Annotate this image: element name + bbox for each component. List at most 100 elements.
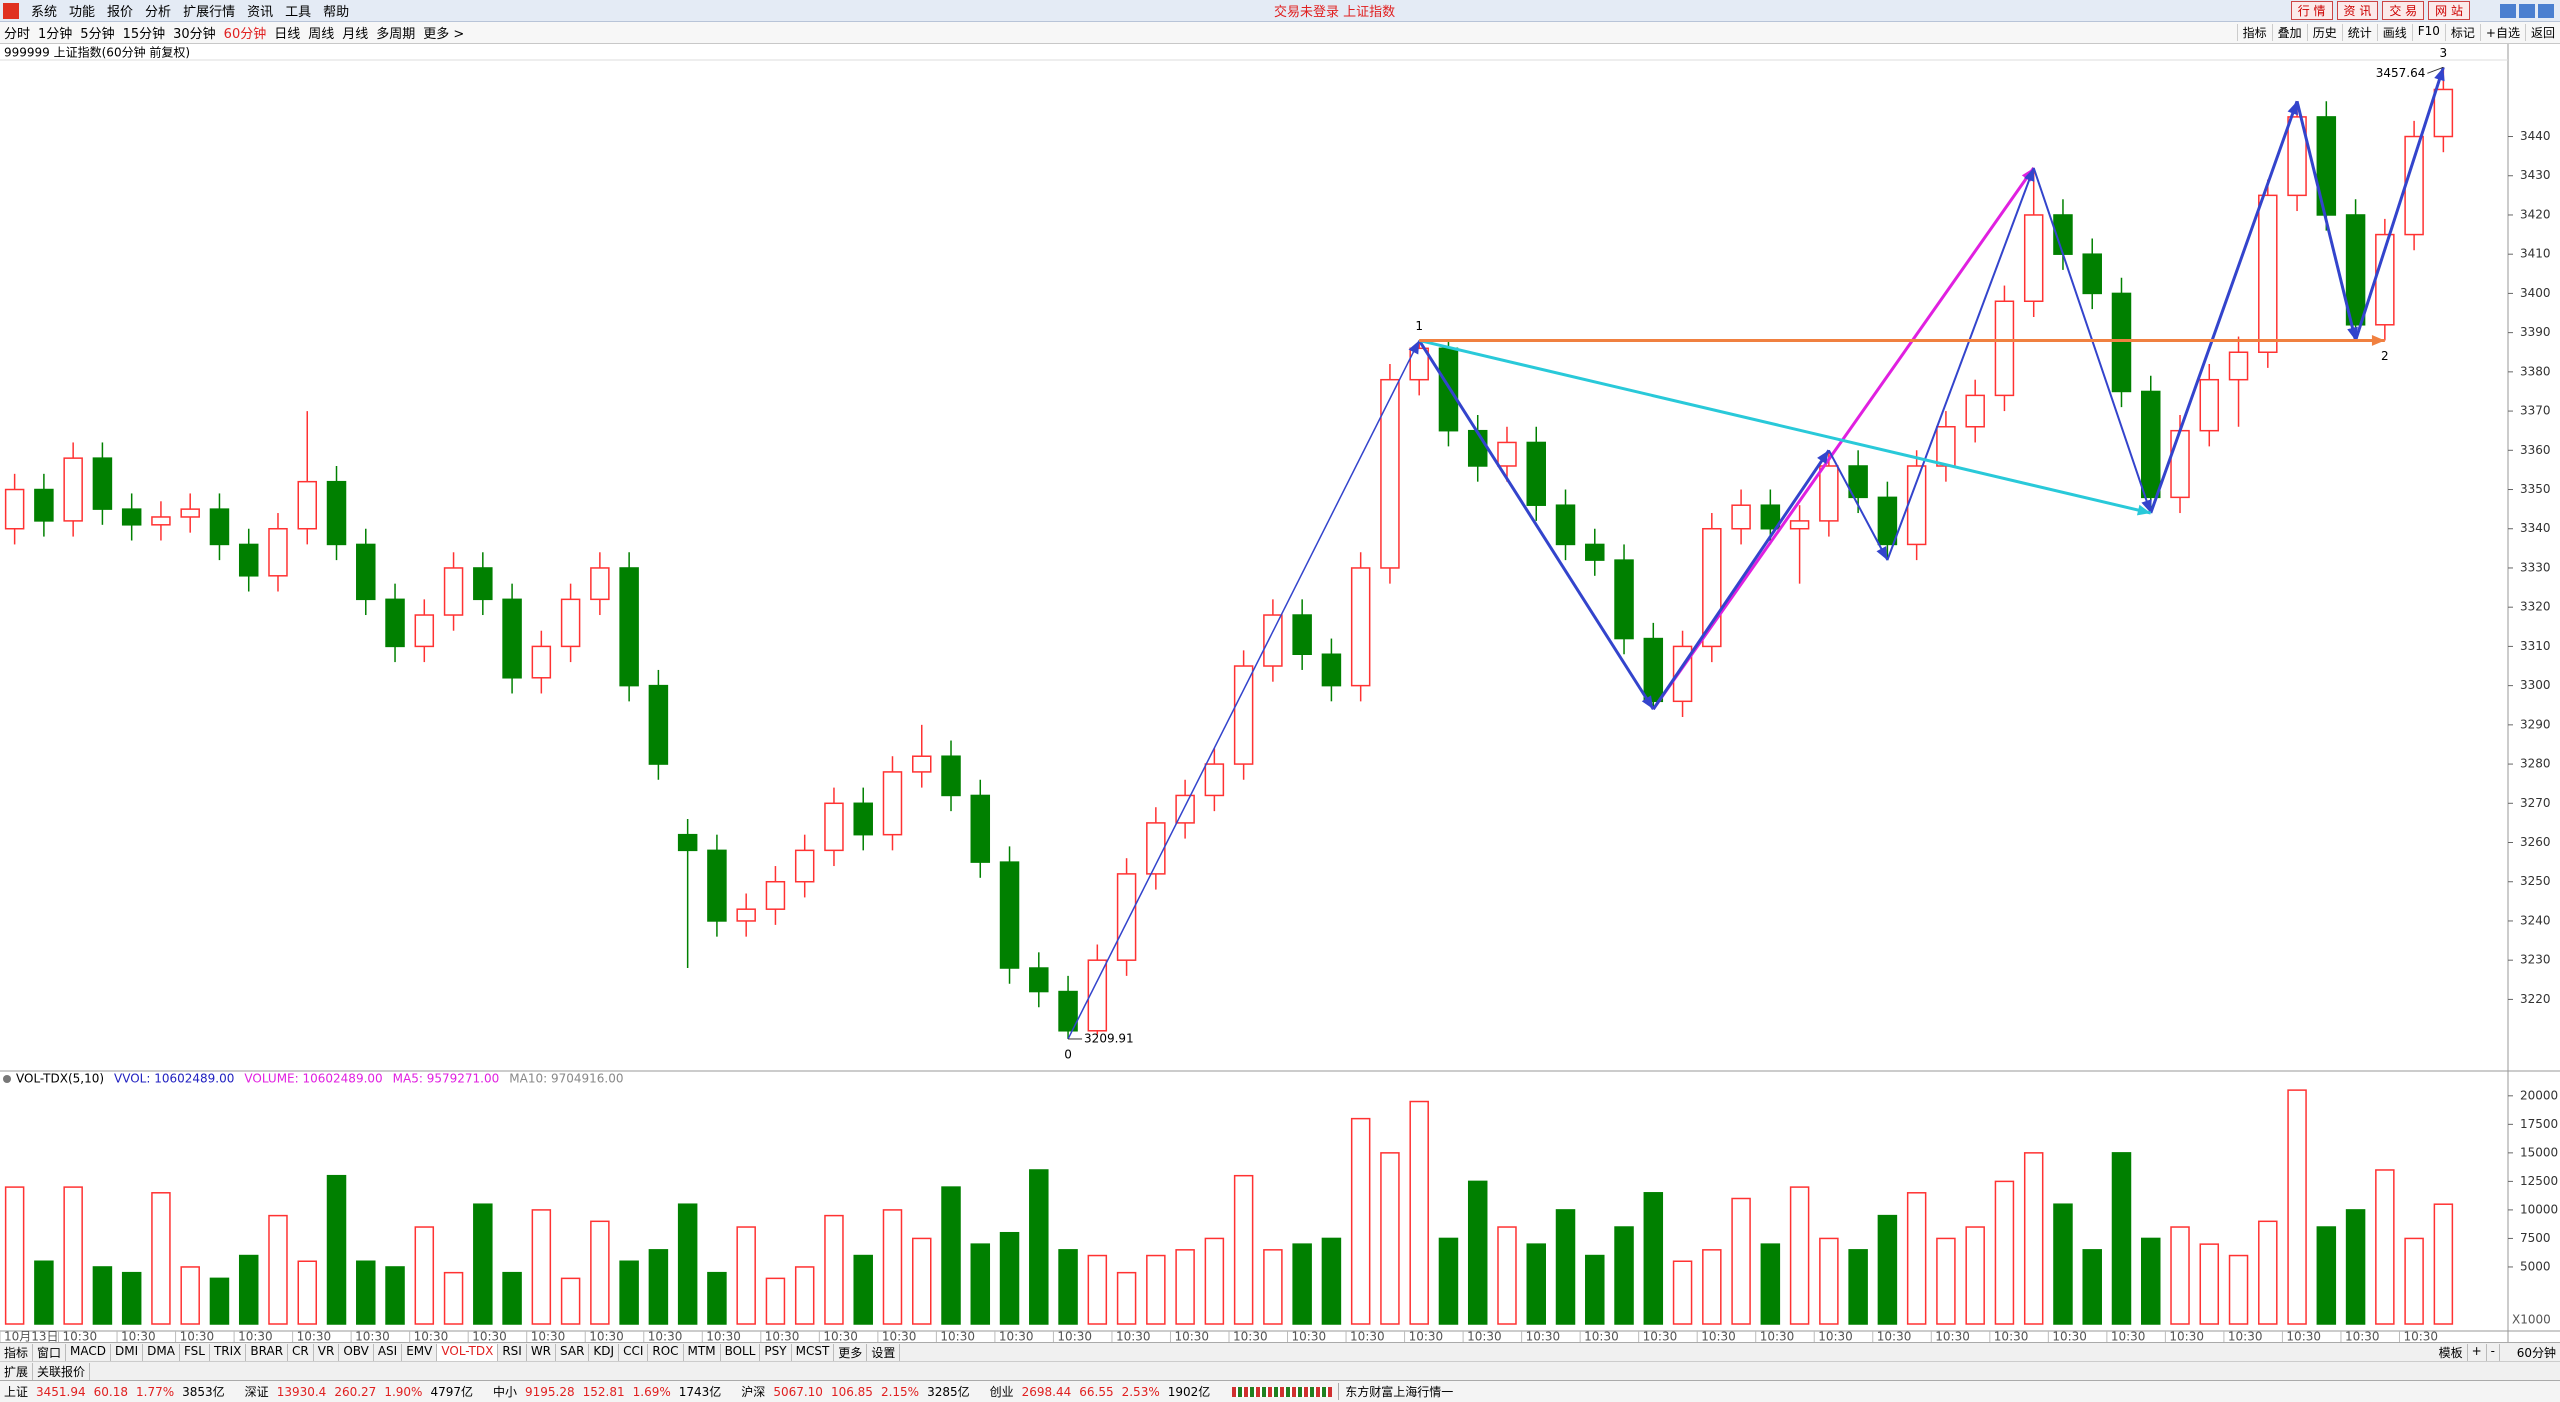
indicator-tab[interactable]: DMI <box>111 1343 144 1361</box>
period-item[interactable]: 15分钟 <box>122 27 166 42</box>
trend-line <box>1418 339 2152 515</box>
period-item[interactable]: 多周期 <box>376 27 416 42</box>
volume-bar <box>1321 1237 1342 1325</box>
indicator-tab[interactable]: 窗口 <box>33 1343 67 1361</box>
candle <box>1555 489 1576 561</box>
indicator-tab[interactable]: MTM <box>684 1343 721 1361</box>
tab-control[interactable]: 模板 <box>2435 1343 2468 1361</box>
candle <box>2111 277 2132 408</box>
indicator-tab[interactable]: 指标 <box>0 1343 34 1361</box>
menu-button[interactable]: 交 易 <box>2382 1 2425 20</box>
candle <box>151 501 171 541</box>
tool-item[interactable]: 标记 <box>2444 24 2480 41</box>
volume-bar <box>2082 1249 2102 1325</box>
extra-tab[interactable]: 关联报价 <box>33 1362 91 1380</box>
tool-item[interactable]: 指标 <box>2236 24 2272 41</box>
tool-item[interactable]: 历史 <box>2306 24 2342 41</box>
candle-body <box>1906 465 1927 546</box>
tool-item[interactable]: 叠加 <box>2271 24 2307 41</box>
indicator-tab[interactable]: 设置 <box>867 1343 901 1361</box>
period-item[interactable]: 日线 <box>274 27 301 42</box>
indicator-tab[interactable]: VR <box>314 1343 340 1361</box>
arrow-head <box>2136 504 2151 516</box>
candle-body <box>1438 347 1459 432</box>
indicator-tab[interactable]: ASI <box>374 1343 403 1361</box>
period-item[interactable]: 30分钟 <box>173 27 216 42</box>
volume-bar <box>941 1186 961 1325</box>
trend-line <box>1827 449 1889 561</box>
candle-body <box>2170 429 2190 499</box>
x-tick-label: 10:30 <box>2403 1330 2438 1343</box>
candle-body <box>2082 253 2102 295</box>
candle-body <box>1936 426 1956 467</box>
volume-bar <box>443 1271 464 1325</box>
indicator-tab[interactable]: VOL-TDX <box>437 1343 499 1361</box>
indicator-tab[interactable]: BRAR <box>246 1343 289 1361</box>
period-item[interactable]: 月线 <box>342 27 369 42</box>
period-item[interactable]: 周线 <box>308 27 335 42</box>
menu-item[interactable]: 报价 <box>107 5 134 20</box>
candle-body <box>2199 378 2220 432</box>
period-item[interactable]: 5分钟 <box>80 27 115 42</box>
candle <box>912 724 932 788</box>
indicator-tab[interactable]: KDJ <box>589 1343 620 1361</box>
volume-bar <box>736 1226 756 1325</box>
menu-item[interactable]: 系统 <box>31 5 58 20</box>
indicator-tab[interactable]: FSL <box>180 1343 210 1361</box>
extra-tab[interactable]: 扩展 <box>0 1362 34 1380</box>
period-item[interactable]: 60分钟 <box>223 27 267 42</box>
volume-bar <box>1789 1186 1810 1325</box>
period-item[interactable]: 更多 > <box>423 27 465 42</box>
indicator-tab[interactable]: CR <box>288 1343 314 1361</box>
menu-button[interactable]: 资 讯 <box>2336 1 2379 20</box>
trend-line <box>1652 167 2035 711</box>
indicator-tabs: 指标 窗口 MACD DMI DMA FSL TRIX BRAR CR VR OBV ASI EMV VO… <box>0 1342 2560 1361</box>
candle-body <box>443 567 464 616</box>
indicator-tab[interactable]: 更多 <box>834 1343 868 1361</box>
tool-item[interactable]: 画线 <box>2376 24 2412 41</box>
menu-item[interactable]: 帮助 <box>323 5 350 20</box>
menu-item[interactable]: 扩展行情 <box>183 5 236 20</box>
menu-item[interactable]: 功能 <box>69 5 96 20</box>
candle-body <box>1965 394 1985 428</box>
volume-bar <box>1643 1192 1664 1325</box>
candle <box>1848 450 1868 514</box>
volume-bar <box>2287 1089 2307 1325</box>
indicator-tab[interactable]: CCI <box>619 1343 649 1361</box>
tab-control[interactable]: - <box>2487 1343 2500 1361</box>
tool-item[interactable]: 返回 <box>2524 24 2560 41</box>
menu-item[interactable]: 分析 <box>145 5 172 20</box>
indicator-tab[interactable]: TRIX <box>210 1343 247 1361</box>
tool-item[interactable]: 统计 <box>2341 24 2377 41</box>
menu-item[interactable]: 工具 <box>285 5 312 20</box>
indicator-tab[interactable]: MCST <box>792 1343 835 1361</box>
tab-control[interactable]: + <box>2468 1343 2487 1361</box>
tool-item[interactable]: F10 <box>2411 24 2445 41</box>
tool-item[interactable]: +自选 <box>2479 24 2525 41</box>
indicator-tab[interactable]: WR <box>527 1343 557 1361</box>
candle <box>882 756 903 851</box>
x-tick-label: 10:30 <box>297 1330 332 1343</box>
menu-item[interactable]: 资讯 <box>247 5 274 20</box>
indicator-tab[interactable]: PSY <box>760 1343 792 1361</box>
indicator-tab[interactable]: RSI <box>498 1343 527 1361</box>
candle <box>970 779 991 878</box>
menu-button[interactable]: 行 情 <box>2290 1 2333 20</box>
indicator-tab[interactable]: BOLL <box>721 1343 761 1361</box>
period-item[interactable]: 1分钟 <box>38 27 73 42</box>
x-tick-label: 10:30 <box>1877 1330 1912 1343</box>
indicator-tab[interactable]: DMA <box>143 1343 180 1361</box>
indicator-tab[interactable]: SAR <box>556 1343 590 1361</box>
volume-bar <box>1175 1249 1195 1325</box>
period-item[interactable]: 分时 <box>4 27 31 42</box>
candle-body <box>2111 292 2132 393</box>
volume-bar <box>1819 1237 1839 1325</box>
indicator-tab[interactable]: MACD <box>66 1343 112 1361</box>
indicator-tab[interactable]: OBV <box>339 1343 374 1361</box>
indicator-tab[interactable]: ROC <box>648 1343 684 1361</box>
candle-body <box>326 480 347 546</box>
y-tick-label: 3420 <box>2520 207 2551 221</box>
x-tick-label: 10:30 <box>2111 1330 2146 1343</box>
menu-button[interactable]: 网 站 <box>2428 1 2470 20</box>
indicator-tab[interactable]: EMV <box>402 1343 438 1361</box>
